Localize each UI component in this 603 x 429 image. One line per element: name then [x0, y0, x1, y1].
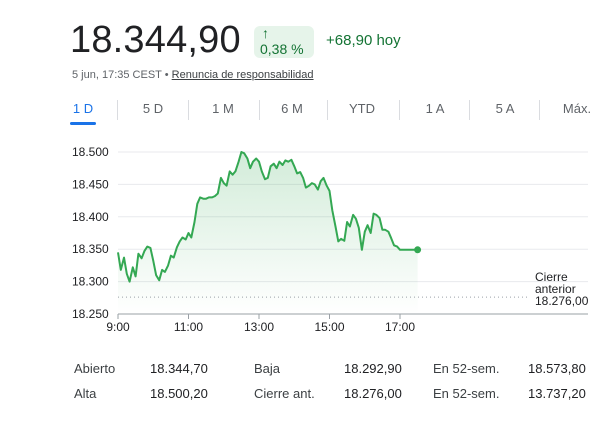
quote-meta: 5 jun, 17:35 CEST • Renuncia de responsa… — [72, 69, 314, 82]
timestamp: 5 jun, 17:35 CEST — [72, 69, 162, 81]
disclaimer-link[interactable]: Renuncia de responsabilidad — [171, 69, 314, 81]
stat-prev-close-label: Cierre ant. — [254, 386, 315, 401]
previous-close-label: 18.276,00 — [535, 294, 589, 308]
stat-low-label: Baja — [254, 361, 281, 376]
tab-divider — [399, 100, 400, 120]
tab-ytd[interactable]: YTD — [349, 101, 375, 116]
price-chart[interactable]: 18.500 18.450 18.400 18.350 18.300 18.250 Cie… — [0, 132, 603, 342]
tab-divider — [539, 100, 540, 120]
tab-divider — [259, 100, 260, 120]
tab-6m[interactable]: 6 M — [281, 101, 303, 116]
tab-divider — [469, 100, 470, 120]
x-tick-label: 9:00 — [106, 320, 130, 334]
change-badge — [254, 26, 314, 58]
stat-52w-low-value: 13.737,20 — [528, 386, 586, 401]
x-tick-label: 11:00 — [174, 320, 203, 334]
change-percent: 0,38 % — [260, 41, 304, 57]
tab-1m[interactable]: 1 M — [212, 101, 234, 116]
stat-52w-low-label: En 52-sem. — [433, 386, 500, 401]
stat-52w-high-value: 18.573,80 — [528, 361, 586, 376]
x-tick-label: 13:00 — [244, 320, 274, 334]
tab-1d[interactable]: 1 D — [72, 101, 94, 116]
stat-high-label: Alta — [74, 386, 97, 401]
active-tab-indicator — [70, 122, 96, 125]
stat-open-label: Abierto — [74, 361, 116, 376]
stat-low-value: 18.292,90 — [344, 361, 402, 376]
tab-5d[interactable]: 5 D — [142, 101, 164, 116]
x-tick-label: 15:00 — [314, 320, 344, 334]
change-absolute: +68,90 hoy — [326, 32, 401, 49]
meta-separator: • — [161, 69, 172, 81]
tab-1a[interactable]: 1 A — [425, 101, 445, 116]
current-price: 18.344,90 — [70, 19, 241, 61]
y-axis-labels: 18.500 18.450 18.400 18.350 18.300 18.250 — [72, 145, 109, 321]
y-tick-label: 18.450 — [72, 177, 109, 191]
up-arrow-icon: ↑ — [262, 25, 269, 41]
y-tick-label: 18.250 — [72, 307, 109, 321]
y-tick-label: 18.350 — [72, 242, 109, 256]
tab-max[interactable]: Máx. — [562, 101, 592, 116]
stat-open-value: 18.344,70 — [150, 361, 208, 376]
previous-close-label: anterior — [535, 282, 576, 296]
y-tick-label: 18.300 — [72, 275, 109, 289]
tab-5a[interactable]: 5 A — [495, 101, 515, 116]
tab-divider — [327, 100, 328, 120]
y-tick-label: 18.500 — [72, 145, 109, 159]
stat-high-value: 18.500,20 — [150, 386, 208, 401]
stat-52w-high-label: En 52-sem. — [433, 361, 500, 376]
previous-close-label: Cierre — [535, 270, 568, 284]
stat-prev-close-value: 18.276,00 — [344, 386, 402, 401]
x-tick-label: 17:00 — [385, 320, 415, 334]
price-area — [118, 152, 418, 314]
last-price-dot — [414, 246, 422, 254]
tab-divider — [117, 100, 118, 120]
tab-divider — [188, 100, 189, 120]
price-line — [117, 151, 418, 283]
y-tick-label: 18.400 — [72, 210, 109, 224]
x-axis-labels: 9:00 11:00 13:00 15:00 17:00 — [106, 320, 415, 334]
x-axis — [117, 313, 588, 319]
range-tabs: 1 D 5 D 1 M 6 M YTD 1 A 5 A Máx. — [70, 100, 603, 126]
